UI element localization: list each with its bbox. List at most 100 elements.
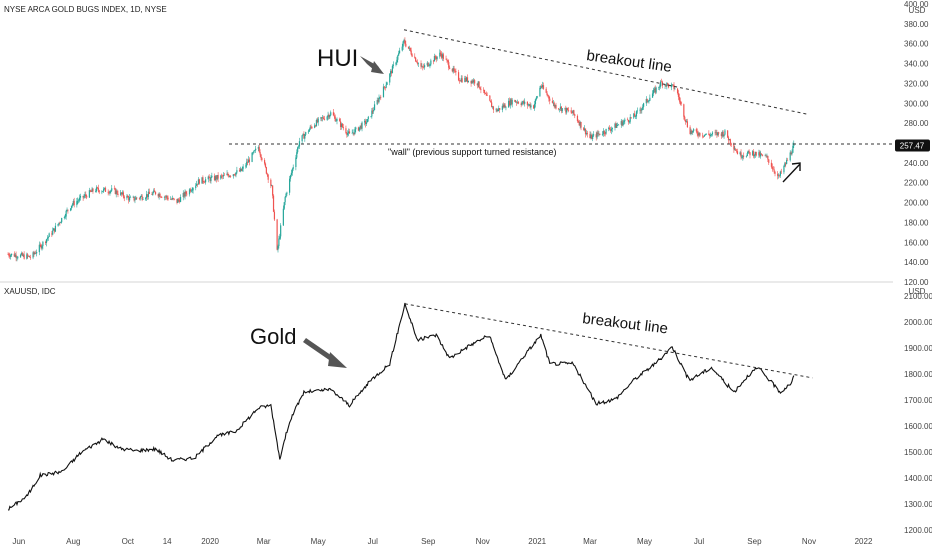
candle-body (696, 131, 698, 135)
candle-body (710, 134, 712, 136)
candle-body (240, 168, 242, 171)
candle-body (460, 78, 462, 82)
candle-body (440, 53, 443, 58)
candle-body (455, 70, 457, 73)
time-axis[interactable]: Jun Aug Oct 14 2020 Mar May Jul Sep Nov 2021 Mar May… (12, 537, 873, 546)
candle-body (404, 40, 406, 44)
candle-body (348, 131, 351, 134)
candle-body (358, 127, 360, 131)
candle-body (148, 191, 150, 195)
candle-body (190, 190, 192, 192)
candle-body (197, 179, 200, 185)
candle-body (352, 132, 354, 134)
price-tick-label: 300.00 (904, 99, 929, 108)
candle-body (390, 71, 392, 74)
candle-body (70, 205, 73, 209)
candle-body (34, 253, 36, 254)
hui-breakout-line[interactable] (403, 29, 808, 115)
candle-body (370, 116, 372, 117)
candle-body (132, 196, 134, 198)
candle-body (140, 195, 142, 197)
candle-body (503, 104, 505, 108)
candle-body (355, 127, 357, 130)
candle-body (684, 116, 686, 120)
candle-body (484, 93, 486, 94)
candle-body (752, 151, 754, 156)
candle-body (621, 121, 623, 126)
candle-body (457, 72, 460, 81)
candle-body (54, 225, 57, 232)
candle-body (53, 228, 55, 231)
candle-body (179, 199, 181, 202)
candle-body (508, 100, 510, 108)
candle-body (111, 188, 113, 191)
candle-body (213, 175, 216, 181)
candle-body (496, 109, 498, 112)
candle-body (72, 200, 74, 205)
candle-body (430, 60, 432, 65)
candle-body (452, 68, 454, 72)
price-axis[interactable]: USD400.00380.00360.00340.00320.00300.002… (893, 0, 932, 550)
candle-body (626, 119, 629, 121)
candle-body (22, 254, 24, 256)
gold-pane-title: XAUUSD, IDC (4, 287, 56, 296)
candle-body (195, 185, 197, 189)
candle-body (61, 218, 63, 223)
candle-body (736, 151, 739, 155)
candle-body (247, 159, 250, 163)
candle-body (661, 81, 663, 86)
candle-body (754, 151, 756, 156)
candle-body (48, 233, 50, 237)
candle-body (95, 187, 98, 192)
candle-body (220, 175, 222, 179)
candle-body (376, 100, 378, 105)
candle-body (643, 103, 645, 107)
candle-body (433, 56, 436, 62)
candle-body (608, 127, 610, 129)
candle-body (322, 117, 324, 119)
candle-body (301, 135, 303, 142)
candle-body (189, 189, 191, 192)
candle-body (209, 178, 211, 182)
candle-body (505, 107, 507, 109)
candle-body (78, 200, 80, 202)
candle-body (28, 255, 31, 258)
candle-body (499, 108, 501, 110)
candle-body (272, 185, 274, 196)
candle-body (342, 126, 344, 129)
candle-body (451, 68, 453, 72)
candle-body (549, 98, 551, 101)
candle-body (230, 176, 232, 177)
candle-body (667, 82, 669, 85)
candle-body (634, 113, 636, 117)
candle-body (345, 128, 347, 134)
candle-body (221, 175, 224, 177)
candle-body (768, 159, 770, 163)
candle-body (115, 190, 117, 195)
candle-body (170, 199, 172, 200)
candle-body (283, 202, 285, 209)
candle-body (517, 102, 520, 104)
hui-pointer-arrowhead (371, 61, 384, 74)
candle-body (545, 88, 547, 93)
candle-body (665, 84, 667, 87)
candle-body (640, 109, 642, 111)
price-tick-label: 1200.00 (904, 526, 932, 535)
candle-body (141, 195, 143, 200)
candle-body (285, 193, 287, 198)
candle-body (753, 155, 756, 157)
candle-body (623, 121, 625, 123)
candle-body (685, 121, 688, 122)
candle-body (586, 132, 588, 135)
candle-body (357, 127, 360, 131)
candle-body (277, 246, 279, 250)
candle-body (40, 244, 42, 249)
candle-body (10, 255, 12, 257)
candle-body (465, 77, 467, 82)
candle-body (264, 163, 267, 168)
candle-body (309, 126, 311, 130)
last-price-badge (895, 139, 930, 152)
candle-body (321, 117, 323, 119)
candle-body (389, 73, 391, 83)
candle-body (434, 56, 436, 59)
